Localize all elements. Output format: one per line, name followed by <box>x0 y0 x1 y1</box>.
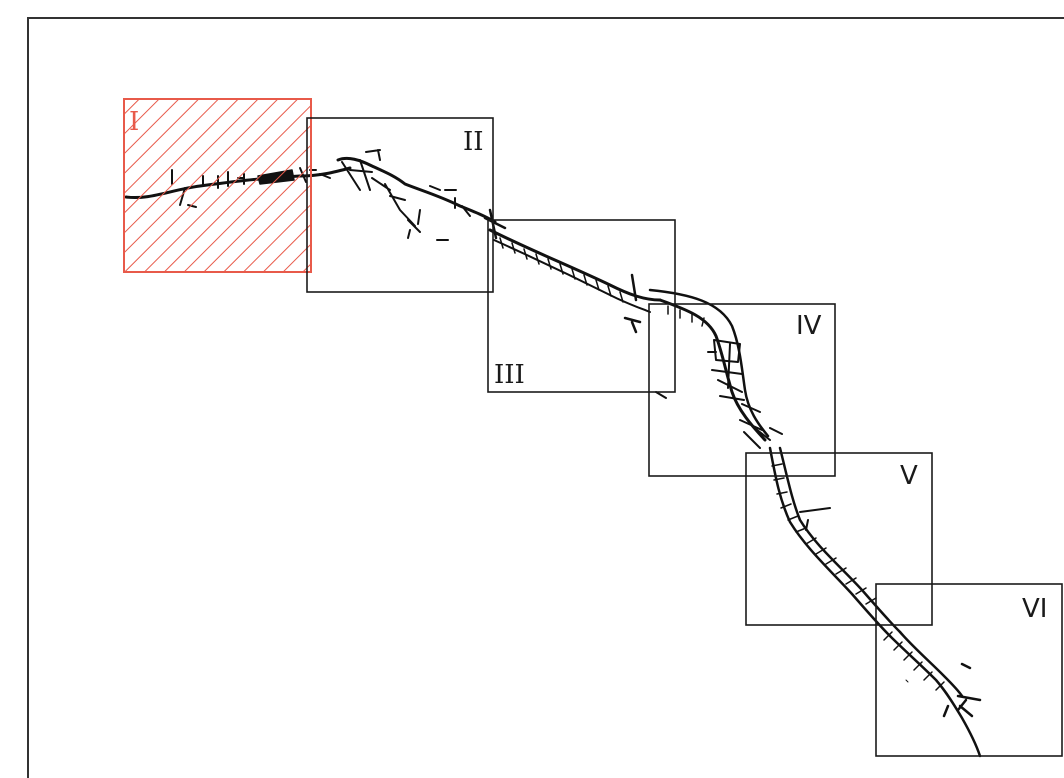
frame-II-box <box>306 117 494 293</box>
frame-label-V: V <box>900 461 918 491</box>
railroad-ties-section-4 <box>667 305 705 327</box>
frame-III: III <box>487 219 676 393</box>
railroad-ties-section-6 <box>883 631 945 691</box>
frame-label-III: III <box>494 360 525 390</box>
route-segment-6-outer <box>888 634 982 758</box>
figure-border <box>27 17 1064 778</box>
route-segment-5-outer <box>768 446 892 638</box>
town-cluster-section-2 <box>336 156 497 224</box>
route-segment-4 <box>658 298 767 442</box>
railroad-ties-section-3 <box>499 237 624 303</box>
branch-short-section-2 <box>407 229 449 241</box>
street-grid-section-2 <box>341 149 471 233</box>
frame-label-I: I <box>129 107 139 137</box>
terminus-section-6 <box>942 662 982 718</box>
frame-label-IV: IV <box>796 311 822 341</box>
frame-V: V <box>745 452 933 626</box>
route-segment-5-inner <box>778 446 902 634</box>
frame-VI: VI <box>875 583 1063 757</box>
spur-section-4 <box>655 351 717 399</box>
town-cluster-section-4 <box>711 339 783 449</box>
frame-I-fill <box>123 98 312 273</box>
frame-III-box <box>487 219 676 393</box>
frame-V-box <box>745 452 933 626</box>
frame-VI-box <box>875 583 1063 757</box>
route-segment-3-outer <box>488 228 662 302</box>
branch-section-5 <box>799 507 831 531</box>
route-segment-3-inner <box>493 239 651 313</box>
railroad-ties-section-5 <box>771 463 877 605</box>
frame-IV-box <box>648 303 836 477</box>
marker-section-6 <box>905 679 909 683</box>
frame-IV: IV <box>648 303 836 477</box>
frame-II: II <box>306 117 494 293</box>
frame-label-VI: VI <box>1022 594 1047 624</box>
frame-I: I <box>123 98 312 273</box>
frame-label-II: II <box>463 127 484 157</box>
route-segment-6-inner <box>898 630 964 698</box>
